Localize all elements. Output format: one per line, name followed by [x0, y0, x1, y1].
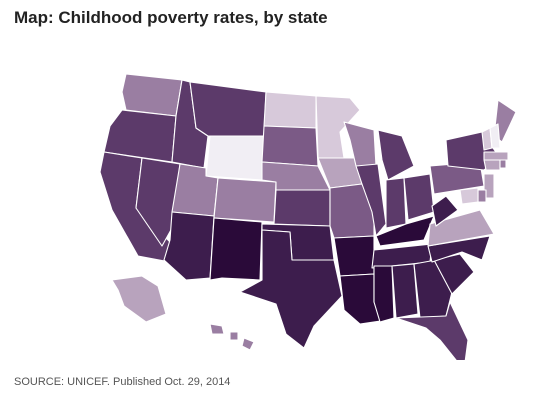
state-wyoming: Wyoming: [205, 135, 265, 181]
us-map: WashingtonOregonCaliforniaNevadaIdahoMon…: [0, 40, 550, 360]
state-texas: Texas: [239, 229, 343, 349]
state-montana: Montana: [189, 81, 267, 137]
state-kansas: Kansas: [273, 189, 331, 227]
state-north-dakota: North Dakota: [263, 91, 317, 129]
state-florida: Florida: [395, 301, 469, 360]
state-kentucky: Kentucky: [375, 215, 435, 247]
state-maine: Maine: [493, 99, 517, 143]
us-map-svg: WashingtonOregonCaliforniaNevadaIdahoMon…: [99, 73, 517, 360]
state-delaware: Delaware: [477, 189, 487, 203]
state-washington: Washington: [121, 73, 183, 117]
state-north-carolina: North Carolina: [427, 235, 491, 263]
state-south-dakota: South Dakota: [261, 125, 319, 167]
state-connecticut: Connecticut: [483, 159, 501, 171]
state-hawaii: Hawaii: [209, 323, 255, 351]
state-alabama: Alabama: [391, 263, 419, 319]
page-title: Map: Childhood poverty rates, by state: [14, 8, 328, 27]
state-alaska: Alaska: [111, 275, 167, 323]
state-arkansas: Arkansas: [333, 235, 375, 277]
source-note: SOURCE: UNICEF. Published Oct. 29, 2014: [14, 376, 231, 388]
state-massachusetts: Massachusetts: [483, 151, 509, 161]
state-indiana: Indiana: [385, 177, 407, 229]
state-nevada: Nevada: [135, 157, 181, 247]
state-mississippi: Mississippi: [373, 265, 395, 323]
state-arizona: Arizona: [163, 211, 215, 281]
state-virginia: Virginia: [427, 209, 495, 247]
state-colorado: Colorado: [213, 177, 277, 223]
state-maryland: Maryland: [459, 187, 479, 205]
state-michigan: Michigan: [377, 129, 415, 181]
state-ohio: Ohio: [403, 173, 435, 221]
state-new-hampshire: New Hampshire: [489, 123, 501, 149]
state-rhode-island: Rhode Island: [499, 159, 507, 169]
state-new-mexico: New Mexico: [209, 217, 263, 281]
state-west-virginia: West Virginia: [431, 195, 459, 227]
